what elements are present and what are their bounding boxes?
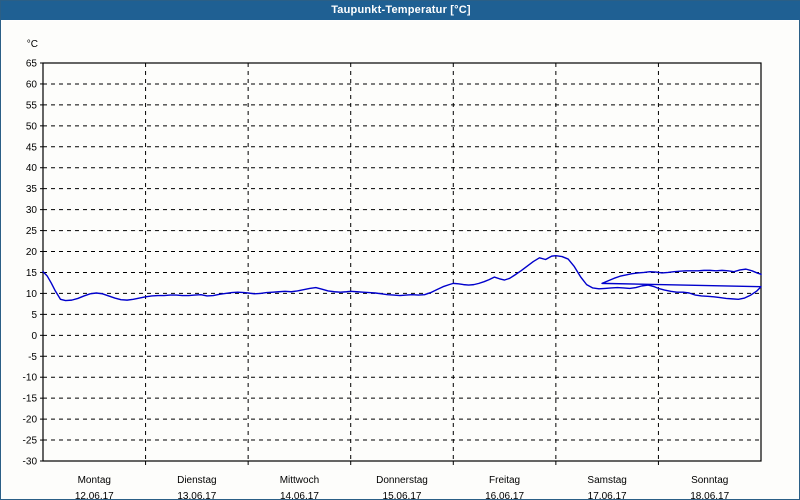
dewpoint-temperature-line-chart: 65605550454035302520151050-5-10-15-20-25… [2,21,799,499]
x-axis-day-label: Mittwoch [280,475,319,486]
y-axis-tick-label: -25 [23,436,38,447]
plot-frame [42,62,762,462]
y-axis-tick-label: 15 [26,268,38,279]
y-axis-tick-label: 45 [26,142,38,153]
y-axis-tick-label: 25 [26,226,38,237]
series-polyline-taupunkt-temperatur [42,255,762,302]
y-axis-tick-label: 50 [26,121,38,132]
y-axis-tick-label: 30 [26,205,38,216]
y-axis-tick-label: -10 [23,373,38,384]
axis-lines [40,62,762,465]
x-axis-date-label: 18.06.17 [690,491,729,499]
x-axis-day-label: Samstag [587,475,626,486]
x-axis-day-label: Sonntag [691,475,728,486]
x-axis-date-label: 17.06.17 [588,491,627,499]
window-title: Taupunkt-Temperatur [°C] [331,4,471,16]
y-axis-tick-label: 55 [26,100,38,111]
gridlines [43,63,761,461]
x-axis-date-label: 13.06.17 [177,491,216,499]
y-axis-tick-label: 60 [26,79,38,90]
y-axis-tick-label: 35 [26,184,38,195]
x-axis-day-label: Freitag [489,475,520,486]
y-axis-tick-label: -5 [28,352,37,363]
window-title-bar: Taupunkt-Temperatur [°C] [1,1,800,20]
chart-background [2,21,799,499]
y-axis-tick-label: -20 [23,415,38,426]
y-axis-unit-label: °C [27,39,38,50]
x-axis-date-label: 16.06.17 [485,491,524,499]
x-axis-day-label: Dienstag [177,475,216,486]
y-axis-tick-label: -15 [23,394,38,405]
chart-area: 65 60 55 50 45 40 35 30 25 20 15 10 5 0 -5 -10 -15 -20 -25… [2,21,799,499]
x-axis-date-label: 14.06.17 [280,491,319,499]
y-axis-tick-label: 40 [26,163,38,174]
y-axis-tick-label: 20 [26,247,38,258]
y-axis-tick-label: 5 [31,310,37,321]
x-axis-date-label: 15.06.17 [383,491,422,499]
x-axis-day-label: Donnerstag [376,475,428,486]
y-axis-tick-labels: 65605550454035302520151050-5-10-15-20-25… [23,59,38,468]
x-axis-tick-labels: Montag 12.06.17 Dienstag 13.06.17 Mittwoch 14… [75,475,730,499]
y-axis-tick-label: 10 [26,289,38,300]
data-series-line [42,255,762,302]
y-axis-tick-label: 65 [26,59,38,70]
x-axis-date-label: 12.06.17 [75,491,114,499]
y-axis-tick-label: 0 [31,331,37,342]
x-axis-day-label: Montag [78,475,111,486]
y-axis-tick-label: -30 [23,457,38,468]
